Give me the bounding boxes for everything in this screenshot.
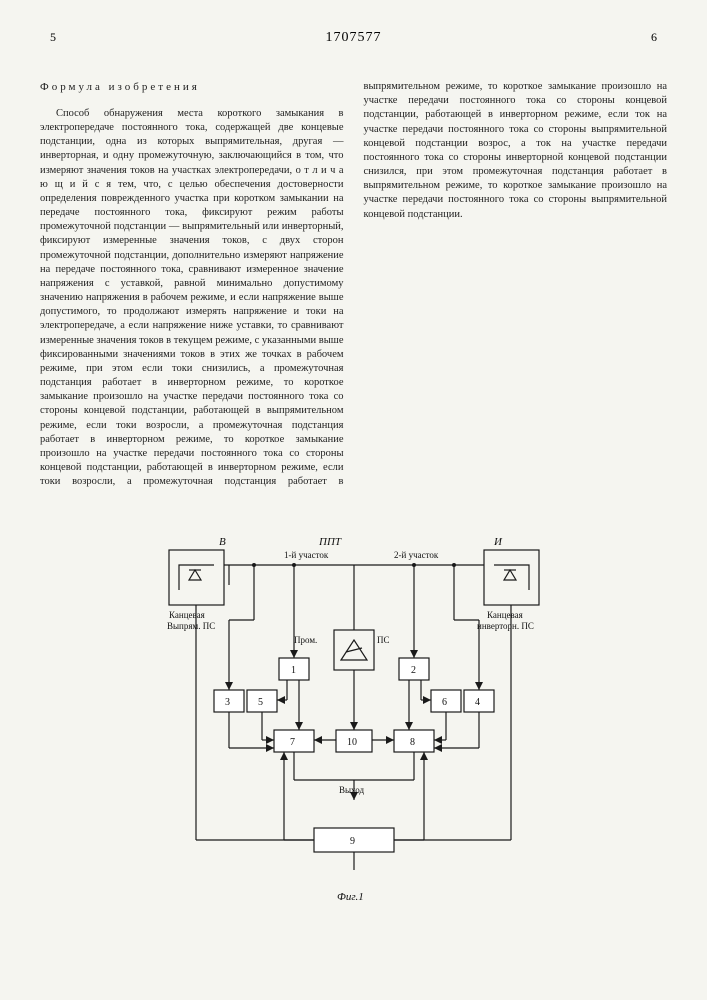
page-number-left: 5 <box>50 30 56 45</box>
svg-text:Канцевая: Канцевая <box>169 610 205 620</box>
figure-1-diagram: В ППТ 1-й участок 2-й участок И Канцевая… <box>139 530 569 920</box>
svg-text:9: 9 <box>350 836 355 847</box>
svg-text:8: 8 <box>410 737 415 748</box>
svg-text:3: 3 <box>225 697 230 708</box>
label-v: В <box>219 536 226 548</box>
label-section2: 2-й участок <box>394 550 439 560</box>
svg-text:5: 5 <box>258 697 263 708</box>
svg-text:6: 6 <box>442 697 447 708</box>
svg-text:1: 1 <box>291 665 296 676</box>
inverter-block <box>484 550 539 605</box>
page-number-right: 6 <box>651 30 657 45</box>
svg-text:7: 7 <box>290 737 295 748</box>
formula-title: Формула изобретения <box>40 80 344 95</box>
patent-number: 1707577 <box>326 30 382 46</box>
intermediate-label: Пром. <box>294 635 317 645</box>
svg-text:2: 2 <box>411 665 416 676</box>
label-ppt: ППТ <box>318 536 342 548</box>
rectifier-block <box>169 550 224 605</box>
output-label: Выход <box>339 785 364 795</box>
svg-text:10: 10 <box>347 737 357 748</box>
label-section1: 1-й участок <box>284 550 329 560</box>
svg-text:ПС: ПС <box>377 635 390 645</box>
svg-text:Выпрям. ПС: Выпрям. ПС <box>167 621 215 631</box>
svg-text:4: 4 <box>475 697 480 708</box>
label-i: И <box>493 536 503 548</box>
body-text: Способ обнаружения места короткого замык… <box>40 80 667 500</box>
svg-text:Канцевая: Канцевая <box>487 610 523 620</box>
figure-label: Фиг.1 <box>337 891 364 903</box>
text-content: Формула изобретения Способ обнаружения м… <box>40 80 667 500</box>
svg-text:инверторн. ПС: инверторн. ПС <box>477 621 534 631</box>
